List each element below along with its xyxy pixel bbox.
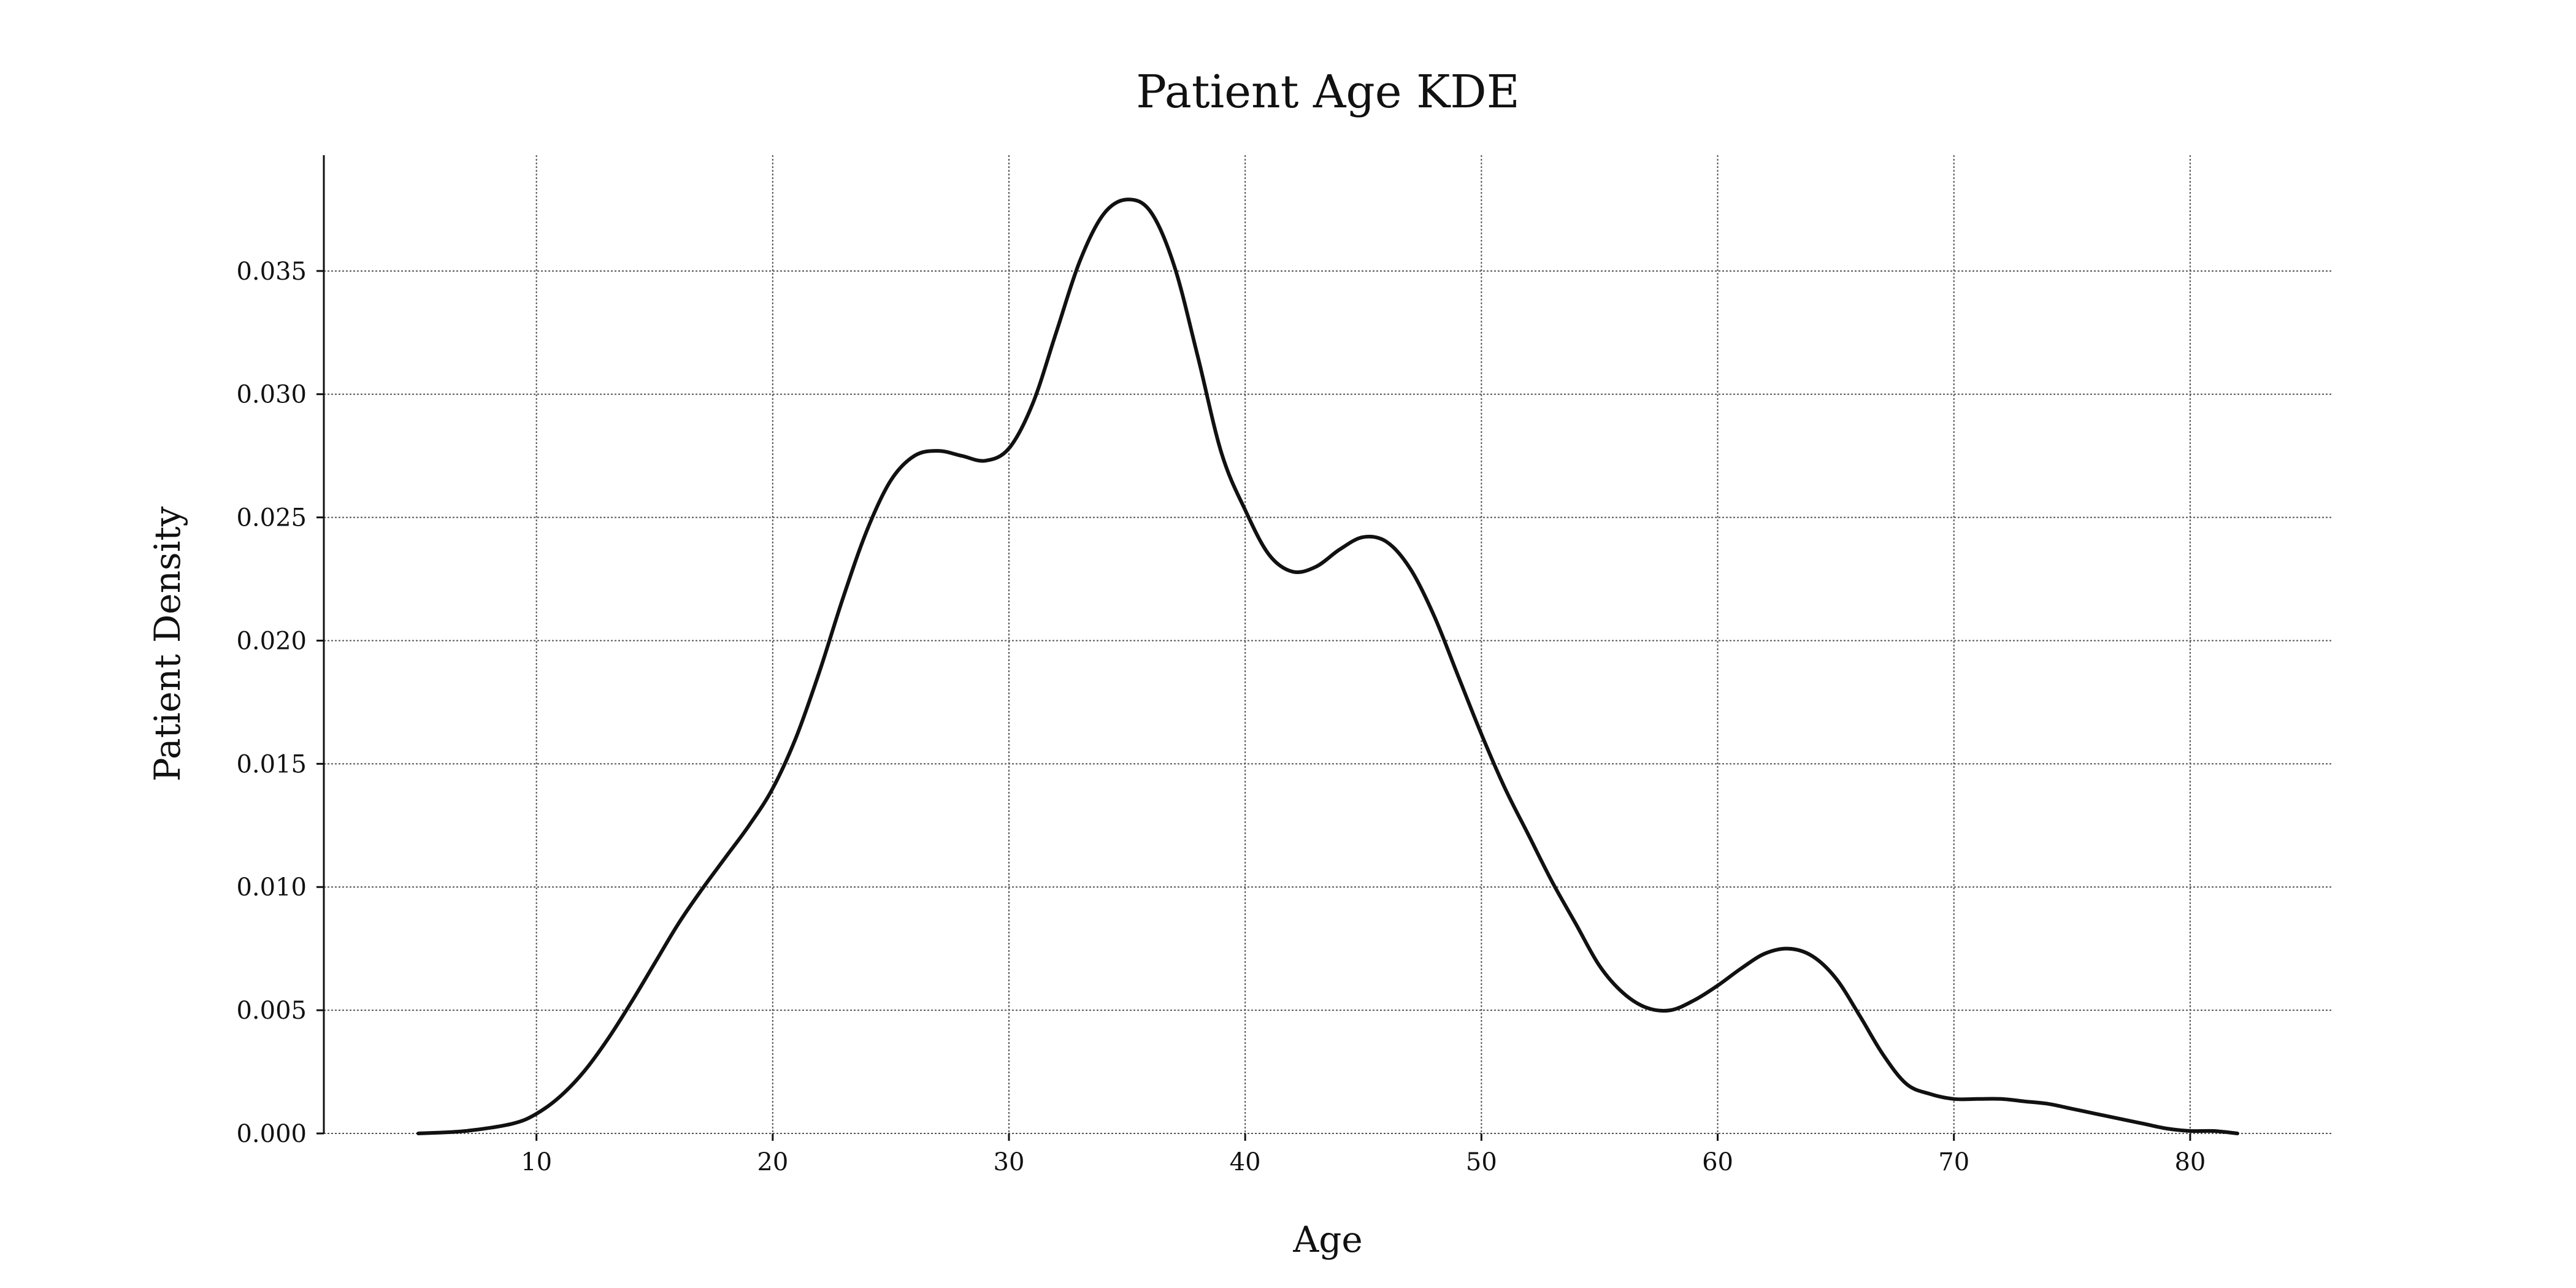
x-tick-label: 30 [994,1148,1025,1176]
grid [324,155,2332,1134]
x-tick-label: 10 [521,1148,552,1176]
x-tick-label: 70 [1938,1148,1969,1176]
y-tick-label: 0.030 [236,381,307,409]
series [416,197,2239,1135]
tick-labels: 10 20 30 40 50 60 70 80 0.000 0.005 0.010 0.015 0.02… [236,258,2206,1176]
x-tick-label: 50 [1466,1148,1497,1176]
x-tick-label: 60 [1702,1148,1733,1176]
y-axis-title: Patient Density [147,506,188,781]
x-tick-label: 20 [757,1148,788,1176]
y-tick-label: 0.000 [236,1120,307,1148]
y-tick-label: 0.025 [236,504,307,532]
x-tick-label: 40 [1230,1148,1261,1176]
y-tick-label: 0.010 [236,873,307,902]
y-tick-label: 0.035 [236,258,307,286]
axes [316,155,2191,1141]
y-tick-label: 0.015 [236,750,307,778]
x-tick-label: 80 [2174,1148,2206,1176]
y-tick-label: 0.020 [236,627,307,655]
kde-series-line [416,197,2239,1135]
chart-title: Patient Age KDE [1136,66,1519,118]
y-tick-label: 0.005 [236,997,307,1025]
x-axis-title: Age [1292,1219,1362,1260]
